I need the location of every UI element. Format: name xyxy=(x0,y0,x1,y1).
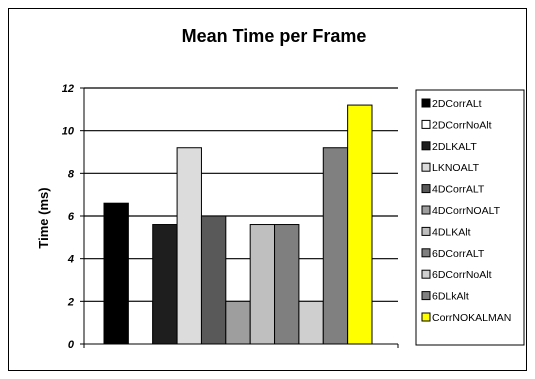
y-tick-label: 4 xyxy=(67,254,74,266)
legend-label-CorrNOKALMAN: CorrNOKALMAN xyxy=(432,312,511,324)
legend-label-4DCorrNOALT: 4DCorrNOALT xyxy=(432,205,501,217)
y-tick-label: 0 xyxy=(68,339,75,351)
y-tick-label: 8 xyxy=(68,168,75,180)
bar-4DCorrALT xyxy=(200,215,227,345)
chart-title: Mean Time per Frame xyxy=(182,26,367,46)
y-axis-title: Time (ms) xyxy=(36,187,51,248)
legend-swatch-2DCorrALt xyxy=(421,98,431,108)
legend-swatch-4DCorrNOALT xyxy=(421,205,431,215)
bars xyxy=(103,104,373,345)
legend-label-6DCorrALT: 6DCorrALT xyxy=(432,248,485,260)
legend-label-2DLKALT: 2DLKALT xyxy=(432,141,477,153)
axes xyxy=(83,88,399,348)
legend-label-4DLKAlt: 4DLKAlt xyxy=(432,226,471,238)
legend-swatch-6DCorrNoAlt xyxy=(421,269,431,279)
y-axis-ticks: 0 2 4 6 8 10 12 xyxy=(62,83,84,351)
legend-swatch-4DLKAlt xyxy=(421,226,431,236)
legend-swatch-CorrNOKALMAN xyxy=(421,312,431,322)
bar-2DLKALT xyxy=(152,224,178,345)
legend-swatch-2DCorrNoAlt xyxy=(421,119,431,129)
y-tick-label: 10 xyxy=(62,126,75,138)
bar-2DCorrALt xyxy=(103,202,129,345)
legend-label-6DCorrNoAlt: 6DCorrNoAlt xyxy=(432,269,492,281)
legend-label-2DCorrALt: 2DCorrALt xyxy=(432,98,482,110)
bar-6DCorrNoAlt xyxy=(298,300,324,345)
bar-CorrNOKALMAN xyxy=(347,104,373,345)
y-tick-label: 6 xyxy=(68,211,75,223)
bar-LKNOALT xyxy=(176,147,202,345)
y-tick-label: 2 xyxy=(67,296,74,308)
bar-6DLkAlt xyxy=(322,147,349,345)
legend-swatch-2DLKALT xyxy=(421,141,431,151)
bar-2DCorrNoAlt xyxy=(127,300,154,345)
legend-label-2DCorrNoAlt: 2DCorrNoAlt xyxy=(432,119,492,131)
legend-swatch-4DCorrALT xyxy=(421,184,431,194)
legend-swatch-LKNOALT xyxy=(421,162,431,172)
bar-6DCorrALT xyxy=(274,224,300,345)
legend-swatch-6DCorrALT xyxy=(421,248,431,258)
legend-swatch-6DLkAlt xyxy=(421,291,431,301)
legend-label-6DLkAlt: 6DLkAlt xyxy=(432,291,469,303)
legend-box xyxy=(415,89,525,346)
legend-label-4DCorrALT: 4DCorrALT xyxy=(432,184,485,196)
bar-4DCorrNOALT xyxy=(225,300,251,345)
legend: 2DCorrALt 2DCorrNoAlt 2DLKALT LKNOALT 4DCorr… xyxy=(415,89,525,346)
legend-label-LKNOALT: LKNOALT xyxy=(432,162,480,174)
y-tick-label: 12 xyxy=(62,83,74,95)
bar-4DLKAlt xyxy=(249,224,276,345)
